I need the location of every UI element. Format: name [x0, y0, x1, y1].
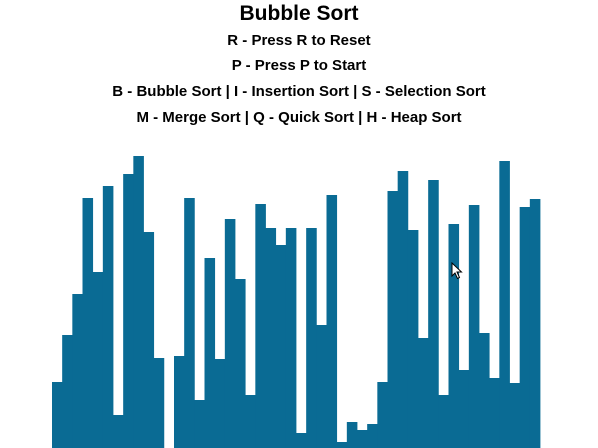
- array-bar: [458, 370, 470, 448]
- array-bar: [519, 207, 531, 448]
- array-bar: [509, 383, 521, 448]
- array-bar: [316, 325, 327, 448]
- array-bar: [296, 433, 307, 448]
- array-bar: [275, 245, 287, 448]
- instruction-algorithms-1: B - Bubble Sort | I - Insertion Sort | S…: [112, 83, 486, 100]
- array-bar: [62, 335, 73, 448]
- array-bar: [468, 205, 480, 448]
- instruction-algorithms-2: M - Merge Sort | Q - Quick Sort | H - He…: [136, 109, 462, 126]
- array-bar: [265, 228, 277, 448]
- array-bar: [397, 171, 409, 448]
- array-bar: [133, 156, 144, 448]
- array-bar: [326, 195, 338, 448]
- array-bar: [448, 224, 460, 448]
- array-bar: [285, 228, 297, 448]
- array-bar: [123, 174, 134, 448]
- array-bar: [82, 198, 94, 448]
- array-bar: [428, 180, 439, 448]
- array-bar: [72, 294, 83, 448]
- array-bar: [489, 378, 500, 448]
- array-bar: [153, 358, 165, 448]
- algorithm-title: Bubble Sort: [239, 2, 359, 25]
- array-bar: [174, 356, 185, 448]
- array-bar: [418, 338, 429, 448]
- instruction-reset: R - Press R to Reset: [227, 32, 371, 49]
- array-bar: [529, 199, 541, 448]
- array-bar: [438, 395, 449, 448]
- array-bar: [224, 219, 236, 448]
- mouse-pointer-icon: [451, 262, 463, 280]
- instruction-start: P - Press P to Start: [231, 57, 367, 74]
- array-bar: [407, 230, 419, 448]
- array-bar: [214, 359, 226, 448]
- array-bar: [357, 430, 368, 448]
- array-bar: [52, 382, 63, 448]
- array-bar: [255, 204, 266, 448]
- array-bar: [499, 161, 510, 448]
- array-bar: [194, 400, 205, 448]
- array-bar: [143, 232, 155, 448]
- array-bar: [113, 415, 124, 448]
- array-bar: [184, 198, 195, 448]
- array-bar: [377, 382, 388, 448]
- array-bar: [204, 258, 216, 448]
- array-bar: [306, 228, 317, 448]
- array-bar: [479, 333, 490, 448]
- array-bar: [92, 272, 104, 448]
- array-bar: [367, 424, 378, 448]
- array-bar: [387, 191, 399, 448]
- array-bar: [336, 442, 348, 448]
- array-bar: [102, 186, 114, 448]
- array-bar: [245, 395, 256, 448]
- array-bar: [235, 279, 246, 448]
- array-bar: [346, 422, 358, 448]
